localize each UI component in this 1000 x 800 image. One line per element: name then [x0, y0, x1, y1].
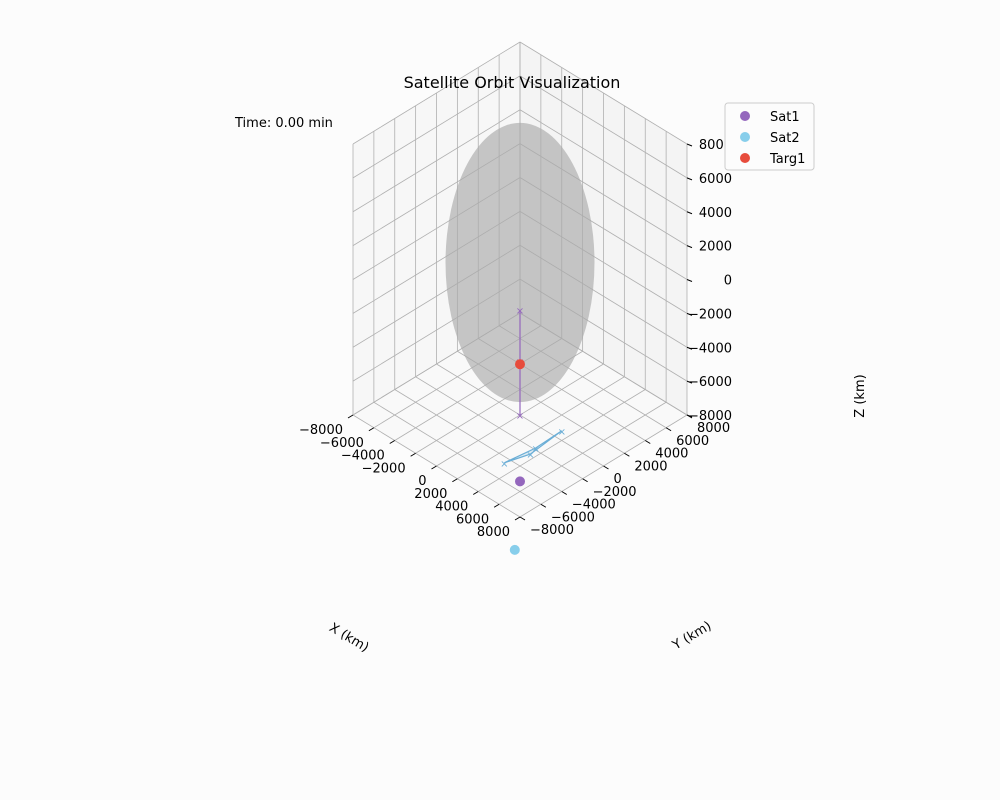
x-tick-mark: [452, 478, 458, 483]
z-tick-label: 6000: [699, 172, 732, 187]
y-tick-mark: [644, 440, 651, 444]
footprint-corner-marker: ×: [526, 450, 534, 461]
x-tick-label: −4000: [341, 449, 385, 464]
x-tick-label: 2000: [414, 487, 447, 502]
x-tick-label: −2000: [362, 461, 406, 476]
point-sat2: [509, 544, 520, 555]
grid-line: [352, 41, 521, 145]
z-tick-mark: [686, 414, 693, 418]
z-tick-mark: [686, 177, 693, 181]
z-tick-label: −4000: [688, 341, 732, 356]
y-tick-label: 0: [614, 472, 622, 487]
y-tick-label: 4000: [655, 447, 688, 462]
z-tick-label: −8000: [688, 409, 732, 424]
x-tick-mark: [368, 427, 375, 432]
z-tick-mark: [686, 380, 693, 384]
y-tick-label: −6000: [551, 510, 595, 525]
y-tick-label: 8000: [697, 421, 730, 436]
y-tick-mark: [540, 503, 547, 508]
x-tick-label: 6000: [456, 512, 489, 527]
z-tick-label: 8000: [699, 138, 732, 153]
y-tick-label: −8000: [530, 523, 574, 538]
earth-sphere: [445, 122, 595, 403]
grid-line: [519, 41, 688, 145]
y-tick-mark: [582, 478, 588, 483]
footprint-corner-marker: ×: [558, 427, 566, 438]
footprint-corner-marker: ×: [500, 459, 508, 470]
footprint-corner-marker: ×: [516, 411, 524, 422]
y-tick-mark: [624, 452, 630, 457]
y-tick-label: 2000: [634, 459, 667, 474]
z-tick-mark: [686, 346, 693, 350]
y-tick-mark: [665, 427, 672, 432]
grid-line: [352, 75, 521, 179]
z-tick-label: 4000: [699, 206, 732, 221]
legend-label-sat1: Sat1: [770, 110, 800, 125]
x-tick-mark: [472, 491, 479, 495]
z-tick-label: 0: [724, 274, 732, 289]
legend: Sat1 Sat2 Targ1: [724, 102, 815, 171]
y-tick-mark: [519, 516, 526, 521]
x-tick-mark: [514, 516, 521, 521]
legend-marker-sat1: [740, 111, 750, 121]
x-tick-label: 8000: [477, 525, 510, 540]
earth-sphere-layer: [445, 122, 595, 403]
x-axis-label: X (km): [326, 620, 371, 655]
data-points: [509, 359, 525, 555]
x-tick-label: −8000: [299, 423, 343, 438]
legend-marker-targ1: [740, 153, 750, 163]
z-tick-label: −6000: [688, 375, 732, 390]
y-tick-mark: [561, 491, 568, 495]
z-tick-mark: [686, 312, 693, 316]
x-tick-mark: [410, 452, 416, 457]
z-tick-mark: [686, 211, 693, 215]
legend-label-targ1: Targ1: [769, 152, 805, 167]
x-tick-label: 0: [418, 474, 426, 489]
x-tick-mark: [389, 440, 396, 444]
y-axis-label: Y (km): [669, 619, 714, 654]
point-targ1: [515, 359, 525, 370]
y-tick-label: −4000: [572, 498, 616, 513]
x-tick-label: −6000: [320, 436, 364, 451]
z-tick-label: −2000: [688, 307, 732, 322]
sensor-footprint-2: [504, 430, 563, 464]
legend-label-sat2: Sat2: [770, 131, 800, 146]
z-axis-label: Z (km): [853, 374, 868, 417]
grid-line: [519, 109, 688, 213]
x-tick-label: 4000: [435, 500, 468, 515]
x-tick-mark: [347, 414, 354, 419]
z-tick-mark: [686, 279, 693, 282]
footprint-corner-marker: ×: [516, 306, 524, 317]
grid-line: [352, 109, 521, 213]
y-tick-mark: [603, 465, 609, 470]
y-tick-label: −2000: [593, 485, 637, 500]
grid-line: [519, 75, 688, 179]
z-tick-label: 2000: [699, 240, 732, 255]
z-tick-mark: [686, 143, 693, 147]
point-sat1: [515, 476, 525, 487]
grid-line: [457, 376, 625, 480]
chart-title: Satellite Orbit Visualization: [404, 73, 621, 92]
time-label: Time: 0.00 min: [234, 116, 333, 131]
z-tick-mark: [686, 245, 693, 249]
y-tick-label: 6000: [676, 434, 709, 449]
legend-marker-sat2: [740, 132, 750, 142]
footprint-corner-marker: ×: [532, 444, 540, 455]
x-tick-mark: [431, 465, 437, 470]
grid-line: [498, 401, 667, 505]
grid-line: [478, 389, 646, 492]
x-tick-mark: [493, 503, 500, 508]
